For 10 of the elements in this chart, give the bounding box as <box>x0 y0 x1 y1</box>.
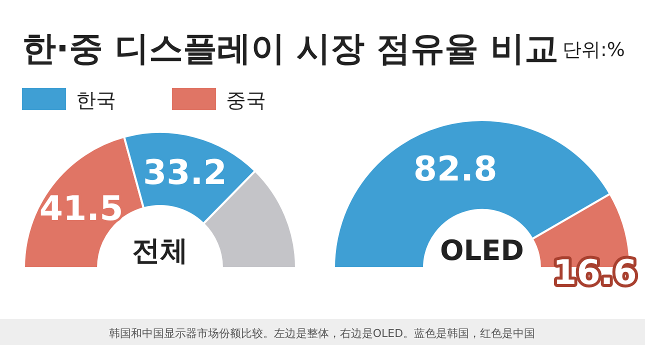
data-label: 82.8 <box>413 150 498 190</box>
legend-label: 한국 <box>76 88 116 112</box>
data-label: 33.2 <box>142 153 227 194</box>
text: 韩国和中国显示器市场份额比较。左边是整体，右边是OLED。蓝色是韩国，红色是中国 <box>108 327 536 340</box>
text: OLED <box>440 234 524 267</box>
text: 전체 <box>132 234 188 267</box>
data-label: 41.5 <box>39 188 124 229</box>
chart-title: 한·중 디스플레이 시장 점유율 비교 <box>22 29 558 69</box>
chart-subtitle: 단위:% <box>562 39 625 61</box>
legend-label: 중국 <box>226 88 266 112</box>
